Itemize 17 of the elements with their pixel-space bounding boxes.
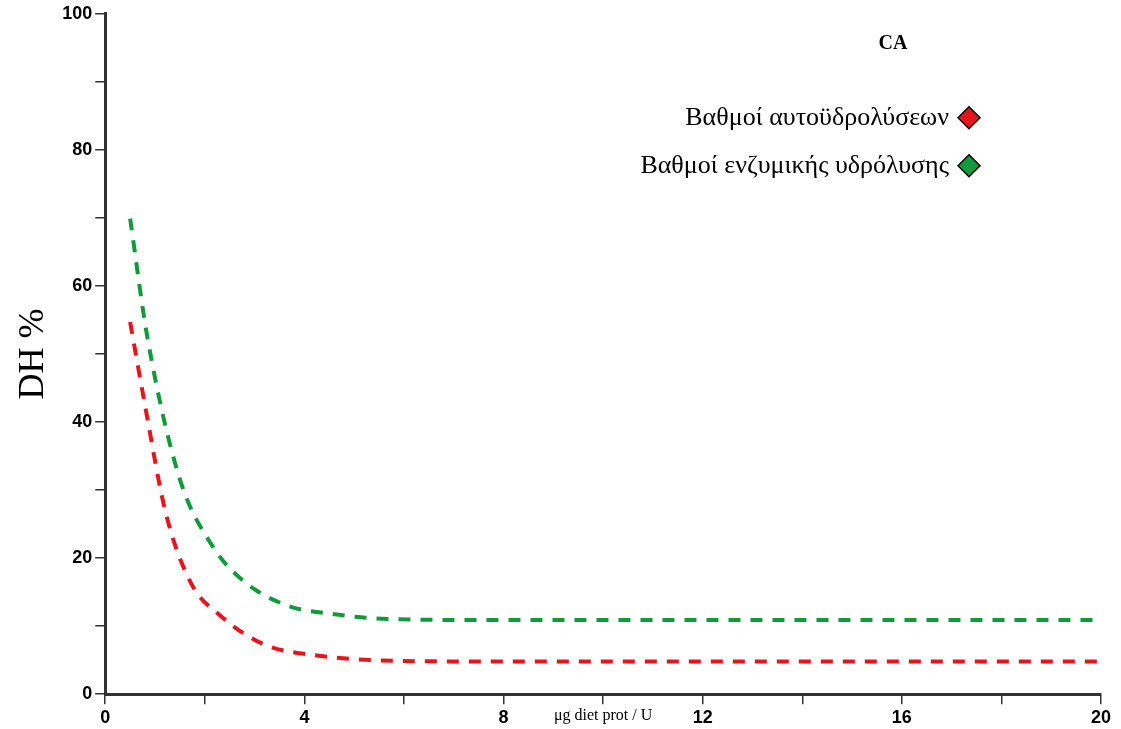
y-axis-title: DH % [11, 308, 52, 400]
y-tick-label: 80 [72, 138, 93, 159]
y-tick-label: 40 [72, 411, 93, 432]
y-tick-label: 20 [72, 547, 93, 568]
legend-label: Βαθμοί ενζυμικής υδρόλυσης [640, 149, 950, 179]
x-tick-label: 8 [498, 706, 509, 727]
x-tick-label: 4 [299, 706, 310, 727]
y-tick-label: 0 [82, 683, 93, 704]
legend-label: Βαθμοί αυτοϋδρολύσεων [685, 101, 950, 131]
x-tick-label: 20 [1090, 706, 1112, 727]
x-tick-label: 16 [891, 706, 912, 727]
y-tick-label: 60 [72, 274, 93, 295]
x-tick-label: 12 [692, 706, 713, 727]
annotation: CA [878, 30, 908, 53]
x-axis-title: μg diet prot / U [553, 705, 653, 724]
y-tick-label: 100 [62, 2, 93, 23]
x-tick-label: 0 [100, 706, 111, 727]
